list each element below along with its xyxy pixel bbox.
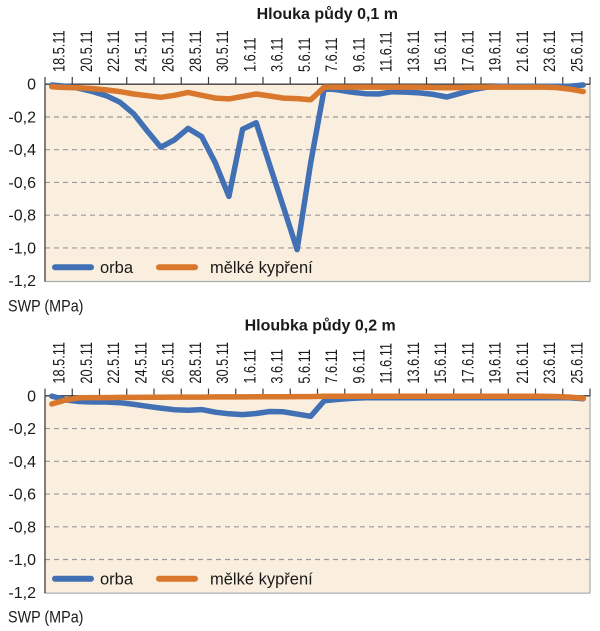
svg-text:-1,2: -1,2 (8, 273, 36, 290)
svg-text:25.6.11: 25.6.11 (568, 30, 587, 72)
svg-text:23.6.11: 23.6.11 (540, 30, 559, 72)
svg-text:SWP (MPa): SWP (MPa) (8, 297, 83, 315)
svg-text:23.6.11: 23.6.11 (540, 342, 559, 384)
svg-text:26.5.11: 26.5.11 (159, 342, 178, 384)
svg-text:-0,8: -0,8 (8, 519, 36, 536)
svg-text:-0,2: -0,2 (8, 421, 36, 438)
svg-text:22.5.11: 22.5.11 (104, 30, 123, 72)
svg-text:Hlouka půdy 0,1 m: Hlouka půdy 0,1 m (257, 6, 398, 23)
svg-text:-0,8: -0,8 (8, 208, 36, 225)
svg-text:-1,0: -1,0 (8, 240, 36, 257)
svg-text:1.6.11: 1.6.11 (241, 38, 260, 72)
svg-text:7.6.11: 7.6.11 (322, 38, 341, 72)
svg-text:-0,6: -0,6 (8, 487, 36, 504)
svg-text:20.5.11: 20.5.11 (77, 30, 96, 72)
svg-text:0: 0 (27, 77, 36, 94)
svg-text:SWP (MPa): SWP (MPa) (8, 608, 83, 626)
svg-text:9.6.11: 9.6.11 (350, 349, 369, 383)
svg-text:22.5.11: 22.5.11 (104, 342, 123, 384)
svg-text:18.5.11: 18.5.11 (50, 342, 69, 384)
svg-text:19.6.11: 19.6.11 (486, 342, 505, 384)
svg-text:-0,6: -0,6 (8, 175, 36, 192)
svg-text:26.5.11: 26.5.11 (159, 30, 178, 72)
svg-text:24.5.11: 24.5.11 (132, 342, 151, 384)
svg-text:18.5.11: 18.5.11 (50, 30, 69, 72)
svg-text:-1,2: -1,2 (8, 585, 36, 602)
svg-text:21.6.11: 21.6.11 (513, 342, 532, 384)
svg-text:orba: orba (100, 571, 134, 589)
svg-text:13.6.11: 13.6.11 (404, 30, 423, 72)
svg-text:orba: orba (100, 259, 134, 277)
svg-text:11.6.11: 11.6.11 (377, 31, 396, 72)
svg-text:-0,4: -0,4 (8, 454, 36, 471)
svg-text:15.6.11: 15.6.11 (431, 30, 450, 72)
svg-text:-0,4: -0,4 (8, 142, 36, 159)
svg-text:19.6.11: 19.6.11 (486, 30, 505, 72)
svg-text:24.5.11: 24.5.11 (132, 30, 151, 72)
svg-text:-0,2: -0,2 (8, 110, 36, 127)
svg-text:11.6.11: 11.6.11 (377, 343, 396, 384)
svg-text:17.6.11: 17.6.11 (459, 342, 478, 384)
svg-text:5.6.11: 5.6.11 (295, 349, 314, 383)
svg-text:28.5.11: 28.5.11 (186, 30, 205, 72)
svg-text:3.6.11: 3.6.11 (268, 38, 287, 72)
svg-text:25.6.11: 25.6.11 (568, 342, 587, 384)
svg-text:13.6.11: 13.6.11 (404, 342, 423, 384)
svg-text:5.6.11: 5.6.11 (295, 38, 314, 72)
svg-text:17.6.11: 17.6.11 (459, 30, 478, 72)
svg-text:-1,0: -1,0 (8, 552, 36, 569)
svg-text:1.6.11: 1.6.11 (241, 349, 260, 383)
svg-text:7.6.11: 7.6.11 (322, 349, 341, 383)
svg-text:30.5.11: 30.5.11 (213, 30, 232, 72)
svg-text:28.5.11: 28.5.11 (186, 342, 205, 384)
svg-text:9.6.11: 9.6.11 (350, 38, 369, 72)
svg-text:mělké kypření: mělké kypření (210, 571, 313, 589)
svg-text:3.6.11: 3.6.11 (268, 349, 287, 383)
svg-text:21.6.11: 21.6.11 (513, 30, 532, 72)
svg-text:mělké kypření: mělké kypření (210, 259, 313, 277)
svg-text:30.5.11: 30.5.11 (213, 342, 232, 384)
svg-text:15.6.11: 15.6.11 (431, 342, 450, 384)
svg-text:0: 0 (27, 388, 36, 405)
svg-text:Hloubka půdy 0,2 m: Hloubka půdy 0,2 m (245, 318, 396, 335)
svg-text:20.5.11: 20.5.11 (77, 342, 96, 384)
